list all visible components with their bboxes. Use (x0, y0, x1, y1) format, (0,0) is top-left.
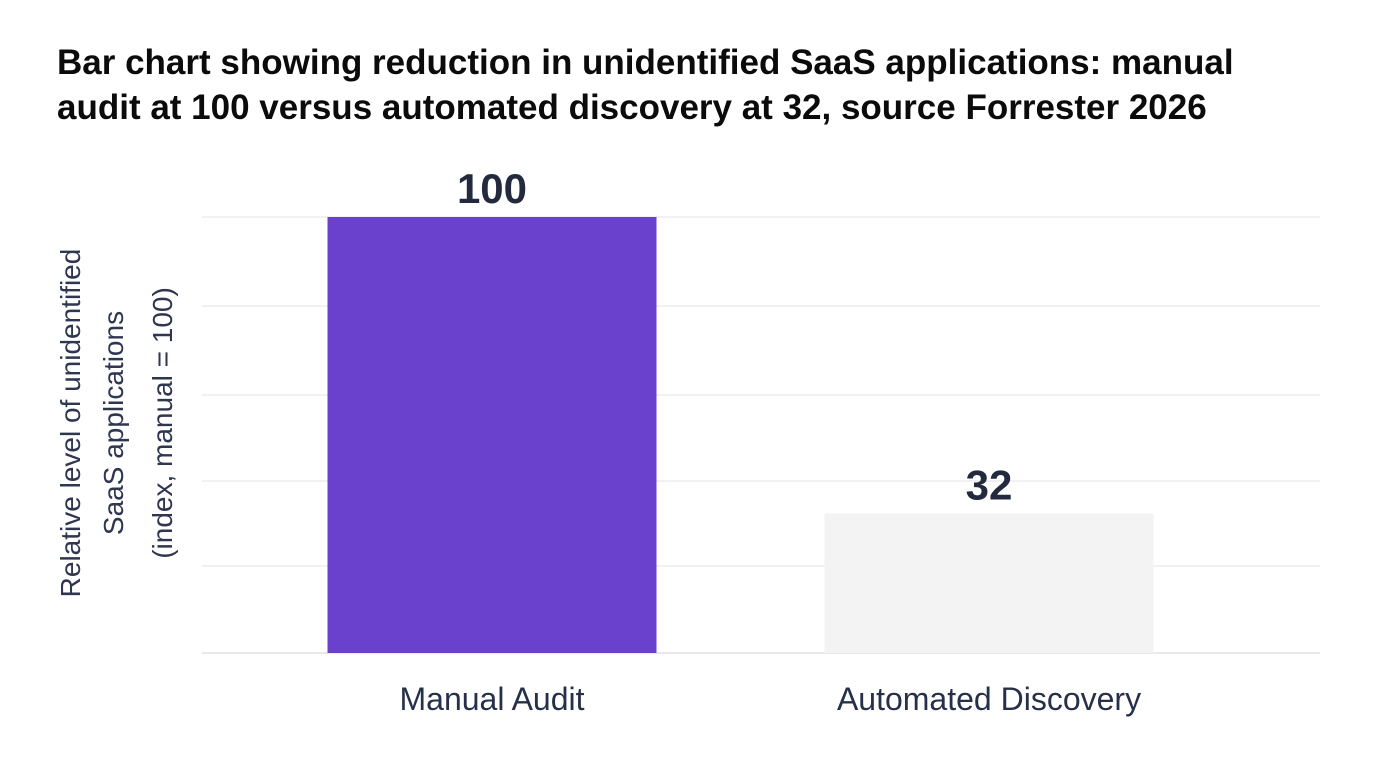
y-axis-label-line-1: Relative level of unidentified (55, 249, 86, 598)
category-label-automated-discovery: Automated Discovery (837, 681, 1141, 717)
category-label-manual-audit: Manual Audit (399, 681, 584, 717)
labels: 100 Manual Audit 32 Automated Discovery (399, 165, 1141, 717)
value-label-manual-audit: 100 (457, 165, 527, 212)
y-axis-label-line-3: (index, manual = 100) (147, 287, 178, 559)
y-axis-label-line-2: SaaS applications (98, 311, 129, 535)
bar-manual-audit (327, 217, 657, 653)
chart-title: Bar chart showing reduction in unidentif… (57, 43, 1234, 127)
bars (327, 217, 1154, 653)
value-label-automated-discovery: 32 (966, 461, 1013, 508)
y-axis-label: Relative level of unidentified SaaS appl… (55, 249, 178, 598)
bar-automated-discovery (824, 513, 1154, 653)
